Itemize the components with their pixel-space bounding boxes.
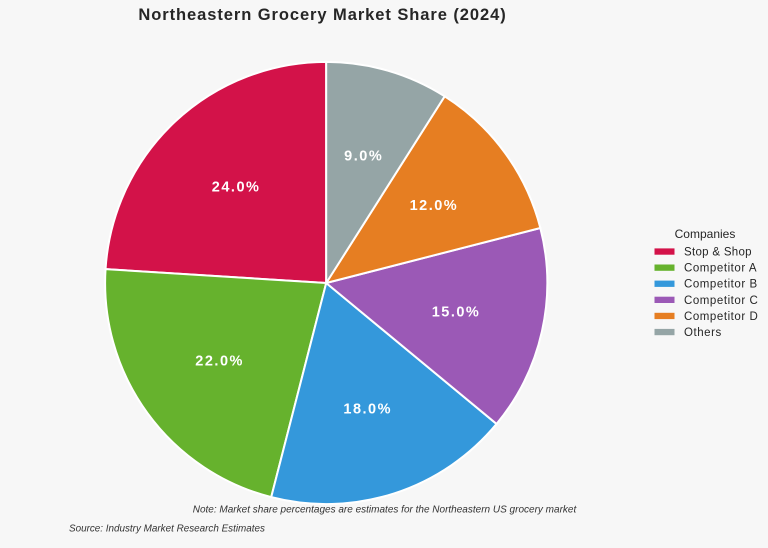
svg-text:18.0%: 18.0% [343,402,392,418]
svg-text:Competitor C: Competitor C [684,295,758,307]
svg-text:Competitor A: Competitor A [684,263,757,275]
svg-text:15.0%: 15.0% [432,305,481,321]
svg-text:24.0%: 24.0% [212,179,261,195]
svg-text:Companies: Companies [675,227,736,241]
svg-text:9.0%: 9.0% [344,149,383,165]
svg-text:Northeastern Grocery Market Sh: Northeastern Grocery Market Share (2024) [138,6,506,24]
svg-text:Stop & Shop: Stop & Shop [684,247,752,259]
svg-text:Source: Industry Market Resear: Source: Industry Market Research Estimat… [69,524,265,535]
svg-text:Note: Market share percentages: Note: Market share percentages are estim… [193,505,578,516]
svg-text:Competitor D: Competitor D [684,311,758,323]
svg-text:Others: Others [684,327,722,339]
svg-text:Competitor B: Competitor B [684,279,758,291]
svg-text:12.0%: 12.0% [410,198,459,214]
svg-text:22.0%: 22.0% [195,354,244,370]
